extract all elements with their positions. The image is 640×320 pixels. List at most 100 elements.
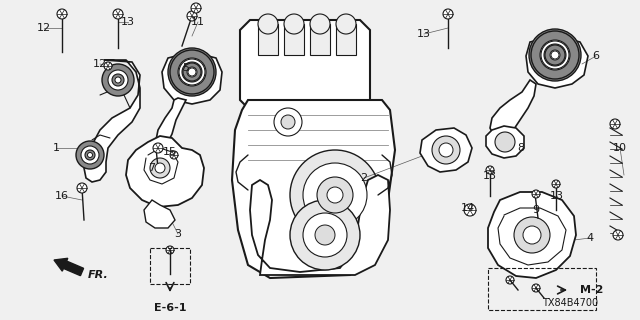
Text: FR.: FR. — [88, 270, 109, 280]
Text: 12: 12 — [93, 59, 107, 69]
Circle shape — [486, 166, 494, 174]
Circle shape — [258, 14, 278, 34]
Bar — [488, 268, 596, 310]
Circle shape — [168, 48, 216, 96]
Circle shape — [77, 183, 87, 193]
Circle shape — [188, 68, 196, 76]
Circle shape — [610, 119, 620, 129]
Circle shape — [191, 3, 201, 13]
Polygon shape — [420, 128, 472, 172]
Circle shape — [281, 115, 295, 129]
Text: 14: 14 — [461, 203, 475, 213]
Text: 6: 6 — [593, 51, 600, 61]
Circle shape — [284, 14, 304, 34]
Text: E-6-1: E-6-1 — [154, 303, 186, 313]
Circle shape — [183, 63, 201, 81]
Text: 2: 2 — [360, 173, 367, 183]
Circle shape — [532, 190, 540, 198]
Circle shape — [187, 67, 197, 77]
Text: 10: 10 — [613, 143, 627, 153]
Text: 12: 12 — [37, 23, 51, 33]
Text: M-2: M-2 — [580, 285, 604, 295]
Polygon shape — [258, 24, 278, 55]
Polygon shape — [162, 52, 222, 104]
Circle shape — [155, 163, 165, 173]
Circle shape — [88, 153, 93, 157]
Text: 13: 13 — [417, 29, 431, 39]
Circle shape — [182, 62, 202, 82]
Circle shape — [81, 146, 99, 164]
Circle shape — [432, 136, 460, 164]
Circle shape — [550, 50, 560, 60]
Polygon shape — [488, 192, 576, 278]
Circle shape — [150, 158, 170, 178]
Circle shape — [317, 177, 353, 213]
Text: 16: 16 — [55, 191, 69, 201]
Text: 8: 8 — [517, 143, 525, 153]
Circle shape — [545, 45, 565, 65]
Circle shape — [104, 62, 112, 70]
Circle shape — [76, 141, 104, 169]
Circle shape — [303, 213, 347, 257]
Circle shape — [153, 143, 163, 153]
Circle shape — [315, 225, 335, 245]
Polygon shape — [486, 126, 524, 158]
Circle shape — [544, 44, 566, 66]
Circle shape — [310, 14, 330, 34]
Text: 11: 11 — [191, 17, 205, 27]
Polygon shape — [144, 200, 175, 228]
Circle shape — [108, 70, 128, 90]
Text: 9: 9 — [532, 205, 540, 215]
Circle shape — [551, 51, 559, 59]
Polygon shape — [310, 24, 330, 55]
Circle shape — [464, 204, 476, 216]
Polygon shape — [126, 136, 204, 207]
Circle shape — [113, 9, 123, 19]
Polygon shape — [336, 24, 356, 55]
Text: 3: 3 — [175, 229, 182, 239]
Circle shape — [170, 50, 214, 94]
Circle shape — [303, 163, 367, 227]
Circle shape — [529, 29, 581, 81]
Bar — [150, 248, 190, 284]
Circle shape — [274, 108, 302, 136]
Polygon shape — [156, 98, 186, 145]
Circle shape — [170, 151, 178, 159]
Circle shape — [506, 276, 514, 284]
Circle shape — [187, 11, 197, 21]
Circle shape — [179, 59, 205, 85]
FancyArrow shape — [54, 258, 84, 276]
Text: 13: 13 — [550, 191, 564, 201]
Polygon shape — [240, 20, 370, 110]
Circle shape — [495, 132, 515, 152]
Text: 5: 5 — [182, 63, 189, 73]
Polygon shape — [84, 60, 140, 182]
Polygon shape — [490, 80, 536, 138]
Text: TX84B4700: TX84B4700 — [542, 298, 598, 308]
Circle shape — [115, 77, 121, 83]
Text: 15: 15 — [163, 147, 177, 157]
Circle shape — [166, 246, 174, 254]
Circle shape — [290, 200, 360, 270]
Polygon shape — [526, 36, 588, 88]
Circle shape — [531, 31, 579, 79]
Circle shape — [523, 226, 541, 244]
Circle shape — [85, 150, 95, 160]
Text: 1: 1 — [52, 143, 60, 153]
Circle shape — [514, 217, 550, 253]
Circle shape — [552, 180, 560, 188]
Circle shape — [327, 187, 343, 203]
Polygon shape — [232, 100, 395, 278]
Circle shape — [613, 230, 623, 240]
Circle shape — [336, 14, 356, 34]
Circle shape — [102, 64, 134, 96]
Text: 13: 13 — [121, 17, 135, 27]
Circle shape — [290, 150, 380, 240]
Circle shape — [532, 284, 540, 292]
Circle shape — [439, 143, 453, 157]
Circle shape — [541, 41, 569, 69]
Polygon shape — [250, 175, 390, 275]
Circle shape — [57, 9, 67, 19]
Circle shape — [178, 58, 206, 86]
Circle shape — [540, 40, 570, 70]
